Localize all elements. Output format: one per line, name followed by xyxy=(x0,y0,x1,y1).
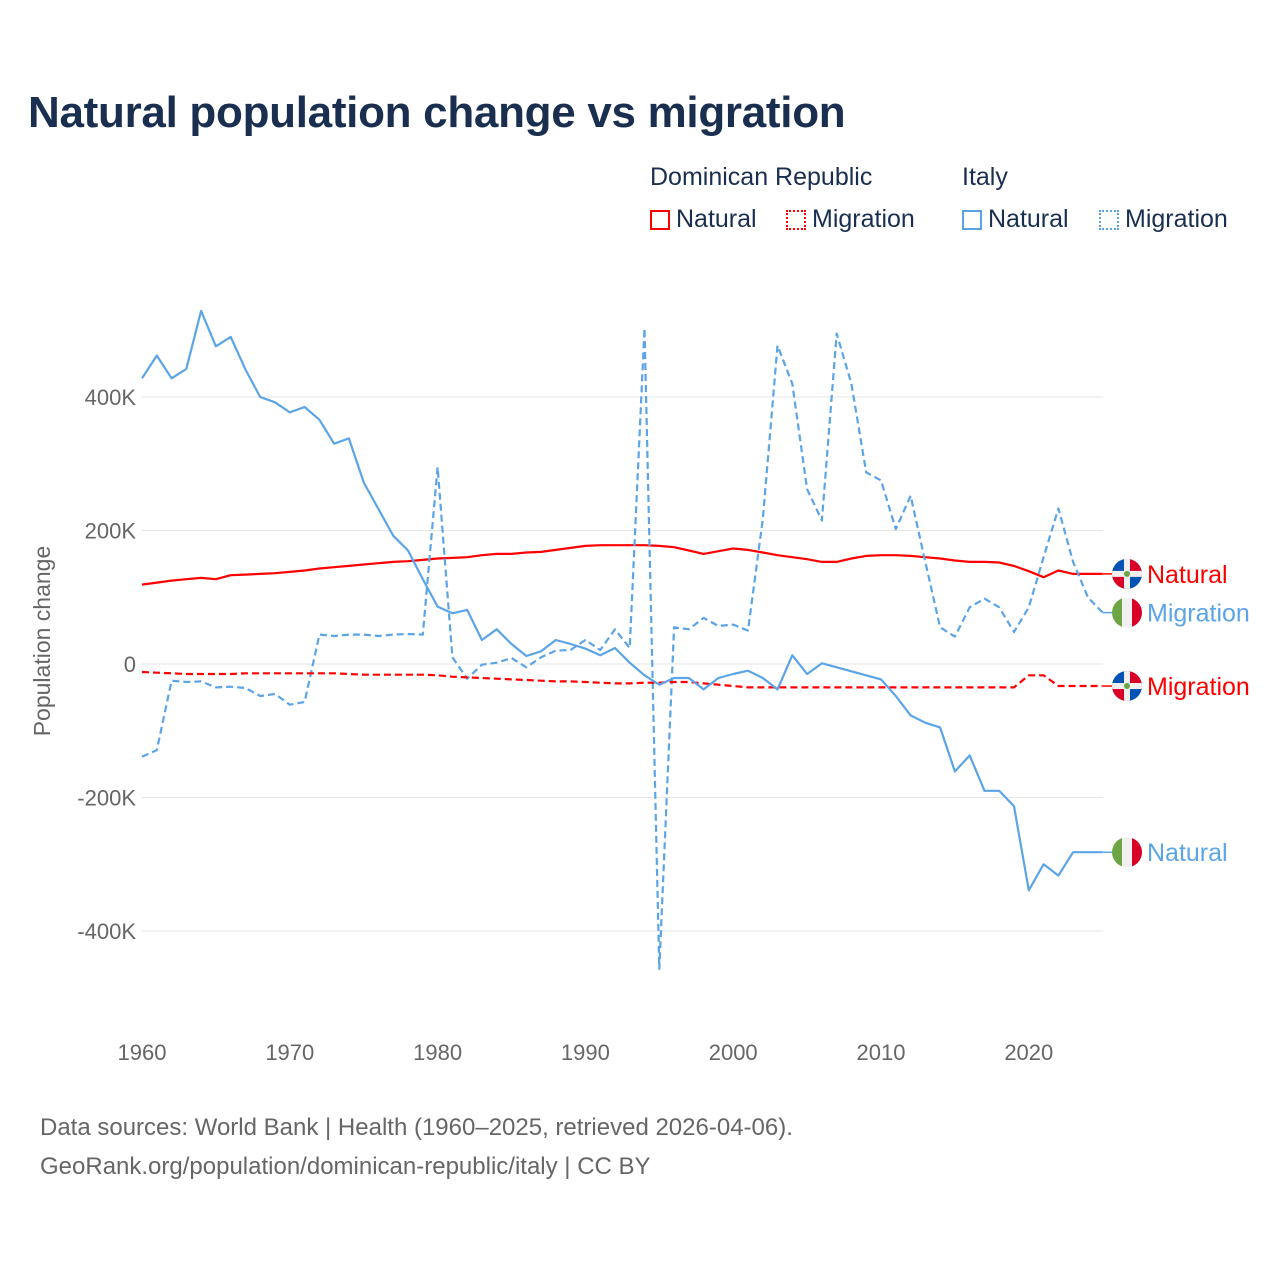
y-tick-label: -400K xyxy=(77,919,136,944)
x-tick-label: 1980 xyxy=(413,1040,462,1065)
x-tick-label: 1970 xyxy=(265,1040,314,1065)
legend-swatch-dotted-red xyxy=(786,209,806,230)
end-label-italy-migration: Migration xyxy=(1147,600,1250,628)
dominican-republic-flag-icon xyxy=(1112,558,1142,589)
flag-red xyxy=(1132,597,1142,628)
flag-green xyxy=(1112,597,1122,628)
end-label-italy-natural: Natural xyxy=(1147,839,1228,867)
chart-title: Natural population change vs migration xyxy=(28,88,846,137)
flag-body xyxy=(1112,558,1142,589)
legend-group-dominican-republic: Dominican Republic xyxy=(650,163,873,191)
y-tick-label: 0 xyxy=(124,652,136,677)
legend-swatch-solid-red xyxy=(650,209,670,230)
y-tick-label: 400K xyxy=(85,385,137,410)
series-line-italy-natural xyxy=(141,309,1103,892)
flag-body xyxy=(1112,837,1142,868)
legend-item-dr-migration[interactable]: Migration xyxy=(786,205,915,234)
data-source-text: Data sources: World Bank | Health (1960–… xyxy=(40,1114,793,1141)
end-label-dominican-republic-natural: Natural xyxy=(1147,561,1228,589)
italy-flag-icon xyxy=(1112,597,1142,628)
x-tick-label: 2020 xyxy=(1004,1040,1053,1065)
x-tick-label: 2000 xyxy=(709,1040,758,1065)
y-axis-label: Population change xyxy=(29,546,55,737)
dominican-republic-flag-icon xyxy=(1112,671,1142,702)
flag-white xyxy=(1122,837,1132,868)
x-tick-label: 1990 xyxy=(561,1040,610,1065)
legend-group-italy: Italy xyxy=(962,163,1008,191)
legend-swatch-dotted-blue xyxy=(1099,209,1119,230)
flag-body xyxy=(1112,597,1142,628)
y-tick-label: -200K xyxy=(77,786,136,811)
flag-emblem xyxy=(1124,683,1130,690)
legend-label: Migration xyxy=(812,205,915,233)
series-line-dominican-republic-migration xyxy=(141,670,1103,689)
legend-item-italy-natural[interactable]: Natural xyxy=(962,205,1069,234)
legend-label: Natural xyxy=(988,205,1069,233)
flag-body xyxy=(1112,671,1142,702)
italy-flag-icon xyxy=(1112,837,1142,868)
legend-item-dr-natural[interactable]: Natural xyxy=(650,205,757,234)
series-line-dominican-republic-natural xyxy=(141,544,1103,586)
x-tick-label: 2010 xyxy=(857,1040,906,1065)
flag-green xyxy=(1112,837,1122,868)
footer: Data sources: World Bank | Health (1960–… xyxy=(40,1108,793,1186)
flag-white xyxy=(1122,597,1132,628)
legend-label: Migration xyxy=(1125,205,1228,233)
flag-emblem xyxy=(1124,570,1130,577)
x-tick-label: 1960 xyxy=(118,1040,167,1065)
legend-swatch-solid-blue xyxy=(962,209,982,230)
flag-red xyxy=(1132,837,1142,868)
legend-label: Natural xyxy=(676,205,757,233)
legend-item-italy-migration[interactable]: Migration xyxy=(1099,205,1228,234)
series-line-italy-migration xyxy=(141,327,1104,971)
source-url-text: GeoRank.org/population/dominican-republi… xyxy=(40,1153,651,1180)
y-tick-label: 200K xyxy=(85,519,137,544)
end-label-dominican-republic-migration: Migration xyxy=(1147,673,1250,701)
